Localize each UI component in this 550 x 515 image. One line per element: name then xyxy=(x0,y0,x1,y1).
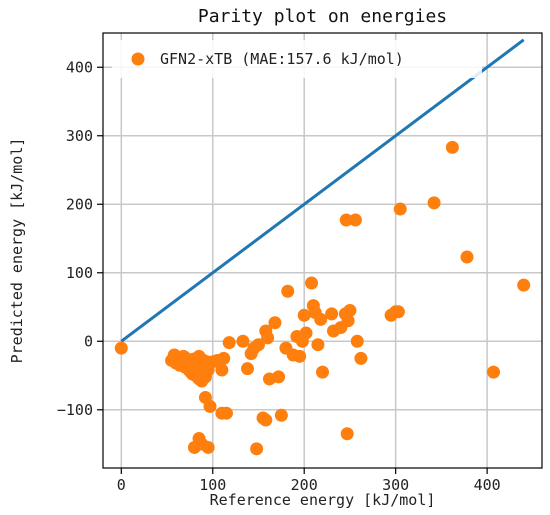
x-tick-label: 0 xyxy=(117,476,126,494)
chart-title: Parity plot on energies xyxy=(198,6,447,27)
data-point xyxy=(311,338,325,352)
data-point xyxy=(341,314,355,328)
data-point xyxy=(281,284,295,298)
data-point xyxy=(114,341,128,355)
data-point xyxy=(215,363,229,377)
data-point xyxy=(445,140,459,154)
legend: GFN2-xTB (MAE:157.6 kJ/mol) xyxy=(112,40,482,78)
data-point xyxy=(340,427,354,441)
y-tick-label: 200 xyxy=(66,195,93,213)
x-axis-label: Reference energy [kJ/mol] xyxy=(210,491,436,509)
data-point xyxy=(251,338,265,352)
data-point xyxy=(314,312,328,326)
legend-box xyxy=(112,40,482,78)
plot-frame xyxy=(102,32,543,469)
data-point xyxy=(299,326,313,340)
data-point xyxy=(178,351,192,365)
data-point xyxy=(305,276,319,290)
parity-line xyxy=(120,38,525,343)
data-point xyxy=(350,334,364,348)
x-tick-label: 300 xyxy=(382,476,409,494)
data-point xyxy=(241,362,255,376)
data-point xyxy=(236,334,250,348)
data-point xyxy=(272,370,286,384)
data-point xyxy=(201,440,215,454)
y-axis-label: Predicted energy [kJ/mol] xyxy=(8,138,26,364)
data-point xyxy=(517,278,531,292)
data-point xyxy=(427,196,441,210)
x-tick-label: 200 xyxy=(291,476,318,494)
data-point xyxy=(195,374,209,388)
data-point xyxy=(274,408,288,422)
x-tick-label: 400 xyxy=(474,476,501,494)
y-tick-label: 400 xyxy=(66,58,93,76)
data-point xyxy=(203,399,217,413)
data-point xyxy=(259,413,273,427)
y-tick-label: 300 xyxy=(66,127,93,145)
data-point xyxy=(348,213,362,227)
data-point xyxy=(391,305,405,319)
data-point xyxy=(339,213,353,227)
data-point xyxy=(393,202,407,216)
axis-ticks: 0 100 200 300 400 −100 0 100 200 300 400 xyxy=(57,58,501,494)
data-point xyxy=(354,351,368,365)
data-point xyxy=(250,442,264,456)
data-point xyxy=(219,406,233,420)
y-tick-label: 100 xyxy=(66,264,93,282)
data-point xyxy=(297,308,311,322)
data-point xyxy=(343,303,357,317)
y-tick-label: 0 xyxy=(84,332,93,350)
y-tick-label: −100 xyxy=(57,401,93,419)
legend-marker xyxy=(131,52,145,66)
data-point xyxy=(217,351,231,365)
data-point xyxy=(268,316,282,330)
data-points xyxy=(114,140,531,456)
parity-line-layer xyxy=(120,38,525,343)
data-point xyxy=(487,365,501,379)
data-point xyxy=(261,331,275,345)
data-point xyxy=(325,307,339,321)
legend-label: GFN2-xTB (MAE:157.6 kJ/mol) xyxy=(160,50,404,68)
data-point xyxy=(460,250,474,264)
data-point xyxy=(316,365,329,379)
data-point xyxy=(222,336,236,350)
data-point xyxy=(293,349,307,363)
x-tick-label: 100 xyxy=(199,476,226,494)
data-point xyxy=(182,363,196,377)
grid-lines xyxy=(103,33,542,468)
